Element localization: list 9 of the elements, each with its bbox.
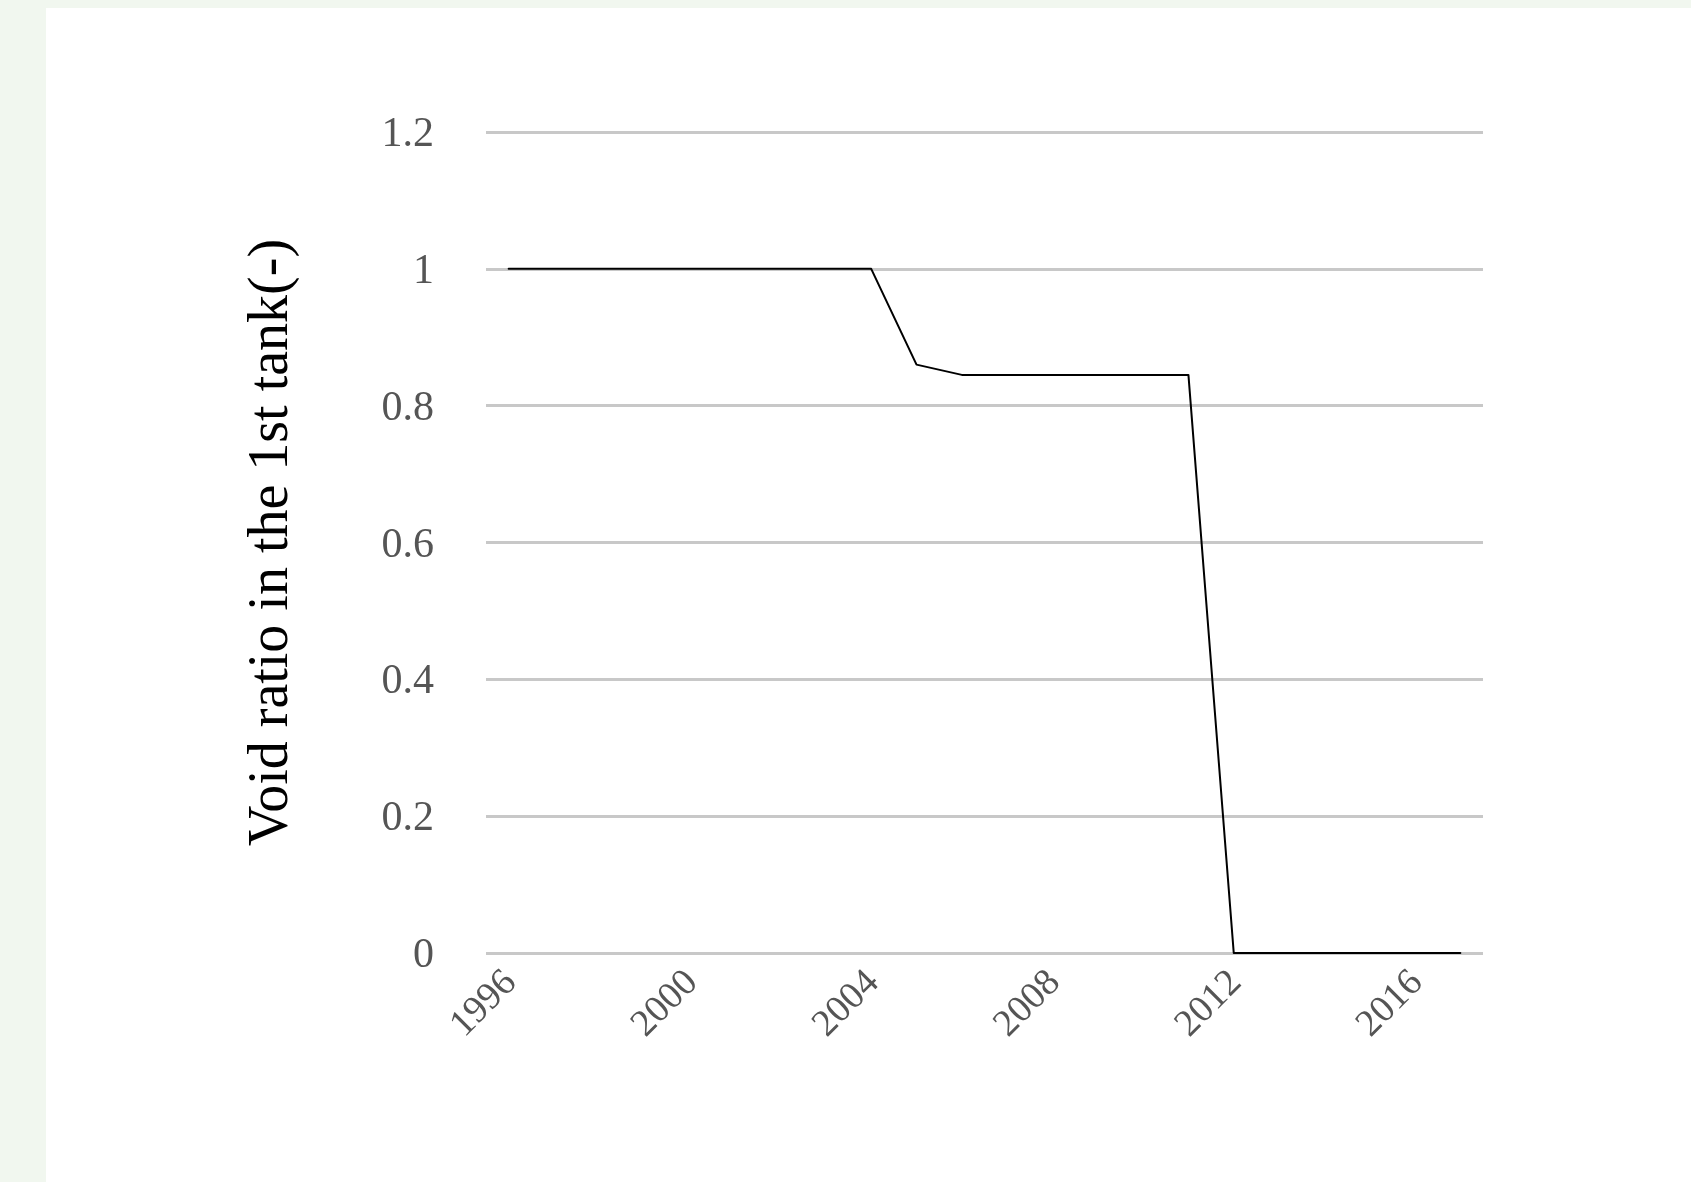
- y-tick-label: 1.2: [381, 109, 434, 155]
- y-tick-label: 0.6: [381, 519, 434, 566]
- y-tick-label: 1: [413, 245, 434, 292]
- y-axis-title: Void ratio in the 1st tank(-): [237, 238, 300, 847]
- y-tick-label: 0.8: [381, 382, 434, 429]
- y-tick-label: 0.4: [381, 656, 434, 703]
- y-tick-label: 0.2: [381, 793, 434, 840]
- y-tick-label: 0: [413, 930, 434, 976]
- line-series: [507, 267, 1462, 954]
